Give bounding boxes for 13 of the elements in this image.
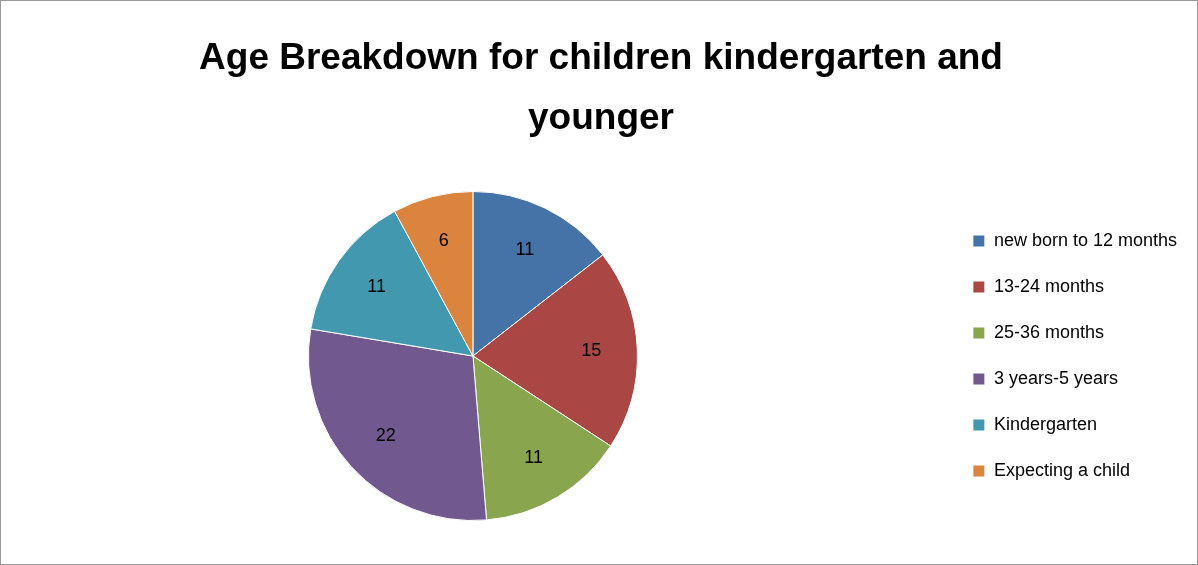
data-label: 11 xyxy=(524,446,543,467)
data-label: 15 xyxy=(581,340,602,361)
data-label: 11 xyxy=(515,238,535,259)
legend-label: 13-24 months xyxy=(993,275,1104,296)
data-label: 6 xyxy=(438,230,449,251)
chart-title: Age Breakdown for children kindergarten and younger xyxy=(198,35,1004,139)
legend-label: 3 years-5 years xyxy=(993,367,1118,388)
legend-label: Kindergarten xyxy=(993,413,1097,434)
data-label: 11 xyxy=(367,276,386,297)
legend-label: Expecting a child xyxy=(993,459,1130,480)
legend-label: new born to 12 months xyxy=(993,229,1178,250)
legend-label: 25-36 months xyxy=(993,321,1104,342)
data-label: 22 xyxy=(375,425,396,446)
